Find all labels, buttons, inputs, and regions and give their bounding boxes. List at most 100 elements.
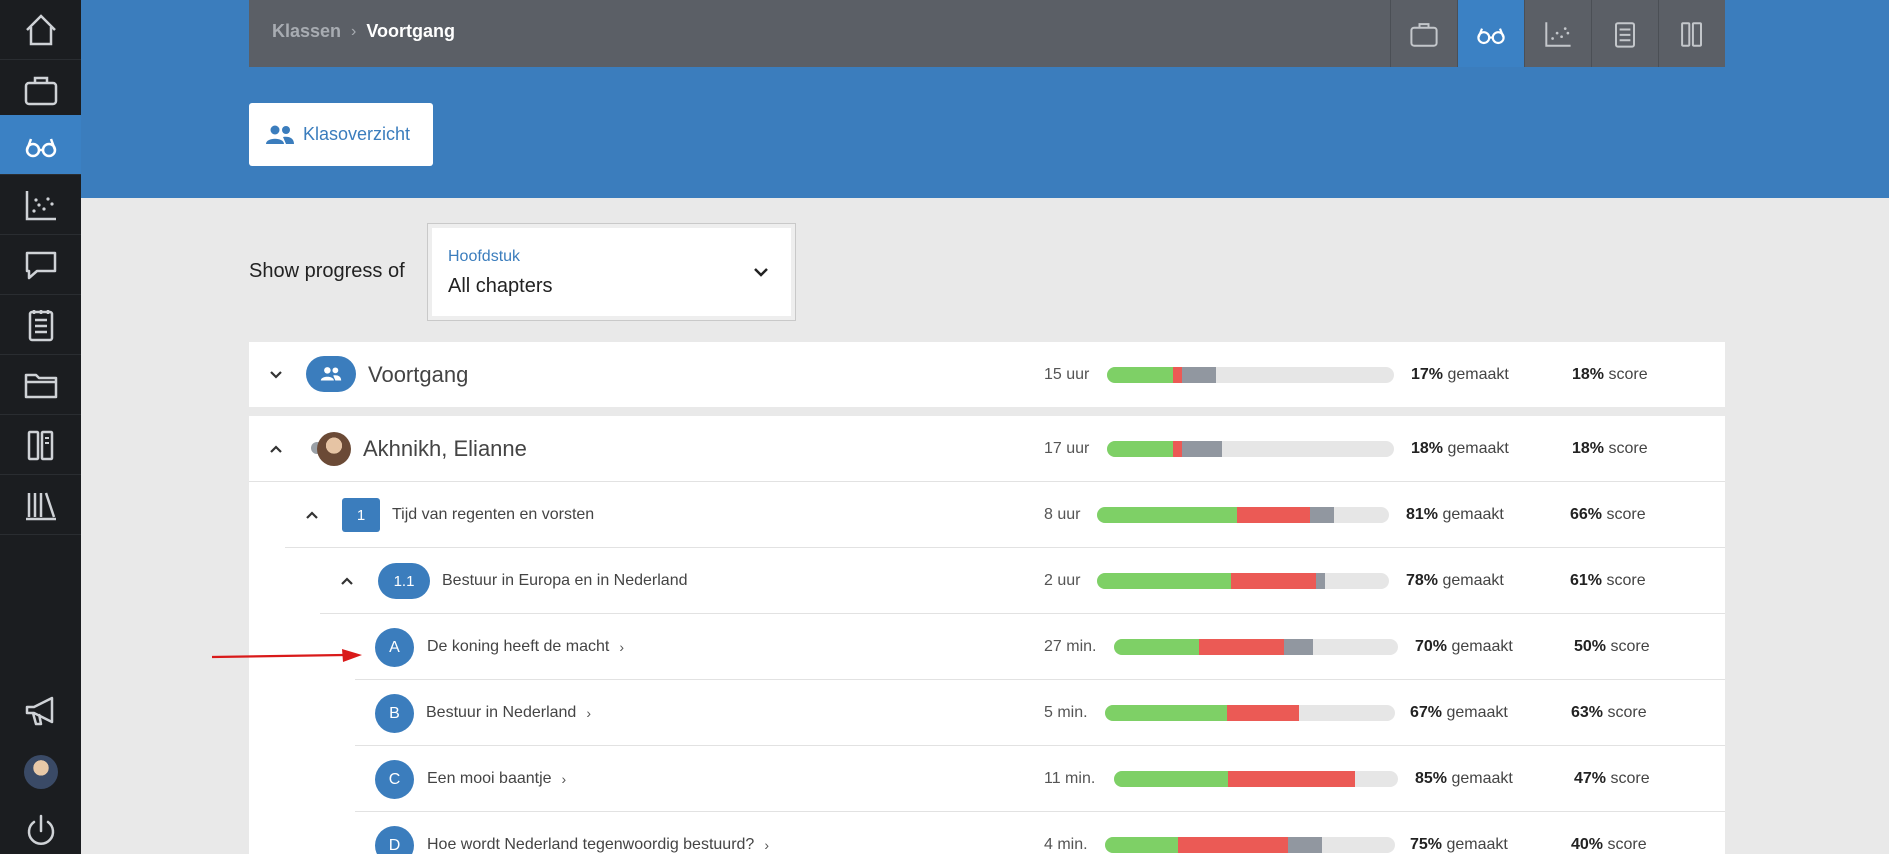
section-title: Bestuur in Europa en in Nederland	[442, 572, 688, 589]
lesson-row[interactable]: C Een mooi baantje › 11 min. 85% gemaakt …	[249, 746, 1725, 812]
topbar: Klassen › Voortgang	[249, 0, 1725, 67]
progress-done-segment	[1097, 507, 1238, 523]
sidebar	[0, 0, 81, 854]
chapter-select-label: Hoofdstuk	[448, 248, 521, 265]
home-icon	[25, 13, 56, 45]
briefcase-icon	[24, 76, 57, 105]
sidebar-item-announcements[interactable]	[0, 681, 81, 741]
progress-bar	[1107, 441, 1394, 457]
score-percentage: 40% score	[1571, 836, 1647, 854]
time-spent: 2 uur	[1044, 572, 1081, 589]
student-progress-panel: Akhnikh, Elianne 17 uur 18% gemaakt 18% …	[249, 416, 1725, 854]
chevron-down-icon[interactable]	[268, 367, 284, 383]
sidebar-item-tasks[interactable]	[0, 295, 81, 355]
class-progress-row[interactable]: Voortgang 15 uur 17% gemaakt 18% score	[249, 342, 1725, 407]
show-progress-label: Show progress of	[249, 260, 405, 282]
chevron-up-icon[interactable]	[268, 441, 284, 457]
lesson-letter-badge: B	[375, 694, 414, 733]
progress-wrong-segment	[1199, 639, 1285, 655]
sidebar-item-results[interactable]	[0, 175, 81, 235]
time-spent: 4 min.	[1044, 836, 1088, 853]
made-value: 17%	[1411, 366, 1444, 383]
scatter-chart-icon	[1545, 21, 1571, 47]
sidebar-item-home[interactable]	[0, 0, 81, 60]
score-suffix: score	[1607, 836, 1647, 853]
lesson-row[interactable]: B Bestuur in Nederland › 5 min. 67% gemaa…	[249, 680, 1725, 746]
score-percentage: 61% score	[1570, 572, 1646, 590]
made-suffix: gemaakt	[1446, 836, 1508, 853]
lesson-title: Bestuur in Nederland	[426, 704, 577, 721]
made-percentage: 70% gemaakt	[1415, 638, 1513, 656]
made-percentage: 67% gemaakt	[1410, 704, 1508, 722]
glasses-icon	[25, 138, 56, 157]
progress-wrong-segment	[1173, 441, 1182, 457]
tool-progress-button[interactable]	[1457, 0, 1524, 67]
progress-done-segment	[1097, 573, 1232, 589]
chevron-up-icon[interactable]	[304, 507, 320, 523]
progress-partial-segment	[1310, 507, 1334, 523]
student-row[interactable]: Akhnikh, Elianne 17 uur 18% gemaakt 18% …	[249, 416, 1725, 482]
made-percentage: 18% gemaakt	[1411, 440, 1509, 458]
klasoverzicht-button[interactable]: Klasoverzicht	[249, 103, 433, 166]
lesson-row[interactable]: A De koning heeft de macht › 27 min. 70% …	[249, 614, 1725, 680]
sidebar-item-logout[interactable]	[0, 801, 81, 854]
sidebar-item-classes[interactable]	[0, 60, 81, 120]
lesson-title: De koning heeft de macht	[427, 638, 610, 655]
score-percentage: 18% score	[1572, 366, 1648, 384]
sidebar-item-messages[interactable]	[0, 235, 81, 295]
glasses-icon	[1477, 27, 1505, 44]
score-value: 18%	[1572, 366, 1605, 383]
lesson-title-link[interactable]: Een mooi baantje ›	[427, 770, 566, 788]
made-value: 67%	[1410, 704, 1443, 721]
score-suffix: score	[1608, 366, 1648, 383]
made-suffix: gemaakt	[1447, 366, 1509, 383]
notepad-icon	[1615, 21, 1635, 48]
tool-books-button[interactable]	[1658, 0, 1725, 67]
class-progress-title: Voortgang	[368, 362, 469, 387]
sidebar-item-library[interactable]	[0, 475, 81, 535]
progress-partial-segment	[1315, 573, 1325, 589]
section-number-badge: 1.1	[378, 563, 430, 599]
lesson-title-link[interactable]: Bestuur in Nederland ›	[426, 704, 591, 722]
progress-done-segment	[1105, 705, 1227, 721]
score-percentage: 47% score	[1574, 770, 1650, 788]
score-value: 47%	[1574, 770, 1607, 787]
made-percentage: 81% gemaakt	[1406, 506, 1504, 524]
score-percentage: 63% score	[1571, 704, 1647, 722]
progress-done-segment	[1114, 771, 1228, 787]
tool-tasks-button[interactable]	[1591, 0, 1658, 67]
chapter-row[interactable]: 1 Tijd van regenten en vorsten 8 uur 81%…	[249, 482, 1725, 548]
book-stack-icon	[27, 430, 53, 460]
score-value: 18%	[1572, 440, 1605, 457]
student-name: Akhnikh, Elianne	[363, 436, 527, 461]
score-percentage: 18% score	[1572, 440, 1648, 458]
sidebar-item-books[interactable]	[0, 415, 81, 475]
lesson-title-link[interactable]: De koning heeft de macht ›	[427, 638, 624, 656]
progress-wrong-segment	[1237, 507, 1311, 523]
chapter-select[interactable]: Hoofdstuk All chapters	[427, 223, 796, 321]
lesson-letter-badge: D	[375, 826, 414, 854]
lesson-title-link[interactable]: Hoe wordt Nederland tegenwoordig bestuur…	[427, 836, 769, 854]
made-suffix: gemaakt	[1442, 506, 1504, 523]
score-suffix: score	[1608, 440, 1648, 457]
made-suffix: gemaakt	[1451, 638, 1513, 655]
made-percentage: 17% gemaakt	[1411, 366, 1509, 384]
made-value: 18%	[1411, 440, 1444, 457]
tool-classes-button[interactable]	[1390, 0, 1457, 67]
chevron-right-icon: ›	[561, 771, 567, 787]
score-suffix: score	[1606, 572, 1646, 589]
chapter-select-value: All chapters	[448, 275, 553, 297]
progress-bar	[1105, 837, 1395, 853]
sidebar-item-progress[interactable]	[0, 115, 81, 175]
tool-results-button[interactable]	[1524, 0, 1591, 67]
sidebar-item-files[interactable]	[0, 355, 81, 415]
breadcrumb-link-classes[interactable]: Klassen	[272, 21, 342, 41]
progress-partial-segment	[1287, 837, 1323, 853]
made-suffix: gemaakt	[1446, 704, 1508, 721]
chevron-right-icon: ›	[619, 639, 625, 655]
section-row[interactable]: 1.1 Bestuur in Europa en in Nederland 2 …	[249, 548, 1725, 614]
made-value: 70%	[1415, 638, 1448, 655]
lesson-row[interactable]: D Hoe wordt Nederland tegenwoordig bestu…	[249, 812, 1725, 854]
sidebar-item-profile[interactable]	[0, 742, 81, 802]
chevron-up-icon[interactable]	[339, 573, 355, 589]
